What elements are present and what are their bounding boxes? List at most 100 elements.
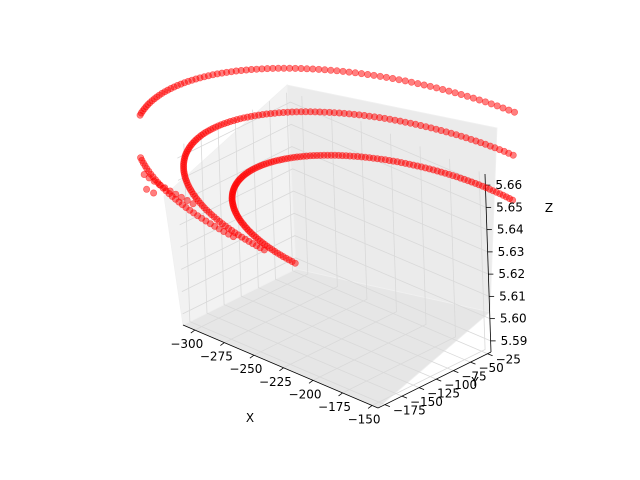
- scatter-point: [303, 65, 311, 73]
- x-tick-mark: [367, 405, 373, 409]
- y-tick-label: −25: [496, 353, 521, 367]
- z-tick-label: 5.62: [498, 267, 525, 281]
- scatter-point: [315, 65, 323, 73]
- scatter-point: [143, 185, 151, 193]
- scatter-point: [291, 64, 299, 72]
- scatter-point: [382, 73, 390, 81]
- scatter-point: [376, 72, 384, 80]
- scatter-point: [345, 68, 353, 76]
- scatter-point: [509, 196, 517, 204]
- x-gridline: [283, 133, 397, 369]
- axes: [182, 173, 496, 409]
- x-gridline: [342, 158, 456, 394]
- scatter-point: [487, 100, 495, 108]
- x-axis-line: [182, 324, 379, 409]
- z-gridline: [177, 123, 487, 208]
- z-tick-label: 5.63: [498, 245, 525, 259]
- scatter-point: [499, 104, 507, 112]
- scatter-point: [469, 94, 477, 102]
- scatter-point: [432, 84, 440, 92]
- scatter-point: [414, 80, 422, 88]
- x-tick-label: −225: [259, 375, 292, 389]
- x-tick-label: −275: [200, 350, 233, 364]
- x-tick-label: −250: [229, 362, 262, 376]
- x-axis-label: X: [246, 411, 254, 425]
- y-axis-line: [377, 351, 492, 409]
- scatter-point: [426, 82, 434, 90]
- y-tick-label: −100: [444, 378, 477, 392]
- y-gridline: [200, 135, 403, 397]
- scatter-point: [309, 65, 317, 73]
- scatter-point: [509, 151, 517, 159]
- x-tick-mark: [220, 342, 225, 346]
- z-tick-label: 5.66: [495, 178, 522, 192]
- y-gridline: [217, 126, 420, 389]
- scatter-point: [297, 65, 305, 73]
- y-axis-label: Y: [470, 375, 479, 389]
- y-tick-mark: [436, 378, 442, 382]
- scatter-point: [351, 69, 359, 77]
- scatter-point: [445, 87, 453, 95]
- z-gridline: [179, 168, 488, 253]
- y-tick-label: −175: [393, 404, 426, 418]
- scatter-point: [510, 108, 518, 116]
- y-tick-label: −150: [410, 395, 443, 409]
- scatter-point: [370, 71, 378, 79]
- scatter-point: [493, 102, 501, 110]
- scatter-point: [327, 66, 335, 74]
- scatter-point: [481, 98, 489, 106]
- x-tick-label: −150: [348, 412, 381, 426]
- z-axis-label: Z: [545, 201, 553, 215]
- x-tick-label: −175: [318, 400, 351, 414]
- scatter-point: [137, 154, 145, 162]
- y-gridline: [286, 92, 488, 355]
- y-tick-label: −75: [461, 370, 486, 384]
- z-gridline: [181, 235, 491, 319]
- scatter-point: [333, 67, 341, 75]
- y-tick-mark: [401, 395, 408, 399]
- y-tick-mark: [418, 387, 425, 391]
- tick-labels: −300−275−250−225−200−175−150−175−150−125…: [170, 178, 527, 426]
- scatter-point: [395, 76, 403, 84]
- x-gridline: [312, 146, 427, 381]
- scatter-point: [183, 197, 191, 205]
- z-tick-label: 5.64: [497, 223, 524, 237]
- scatter-point: [364, 71, 372, 79]
- z-tick-label: 5.61: [499, 289, 526, 303]
- y-tick-mark: [470, 361, 476, 365]
- x-tick-mark: [249, 354, 255, 359]
- scatter-point: [457, 91, 465, 99]
- x-tick-label: −200: [289, 387, 322, 401]
- y-tick-label: −125: [427, 387, 460, 401]
- y-tick-mark: [487, 353, 493, 357]
- scatter-point: [150, 189, 158, 197]
- scatter-point: [463, 92, 471, 100]
- x-gridline: [224, 108, 338, 343]
- x-gridline: [371, 171, 486, 406]
- scatter-point: [401, 77, 409, 85]
- z-tick-label: 5.65: [496, 200, 523, 214]
- scatter-point: [407, 78, 415, 86]
- scatter-point: [439, 86, 447, 94]
- x-tick-mark: [279, 367, 284, 372]
- scatter-point: [357, 70, 365, 78]
- scatter-point: [339, 67, 347, 75]
- x-tick-label: −300: [170, 337, 203, 351]
- y-tick-mark: [384, 404, 390, 407]
- z-tick-label: 5.60: [500, 312, 527, 326]
- x-tick-mark: [308, 380, 314, 384]
- y-tick-label: −50: [478, 361, 503, 375]
- z-axis-line: [484, 173, 492, 353]
- x-tick-mark: [338, 392, 343, 397]
- x-gridline: [253, 121, 368, 356]
- scatter-point: [420, 81, 428, 89]
- scatter-points: [136, 64, 518, 267]
- scatter-point: [389, 75, 397, 83]
- z-gridline: [177, 101, 486, 186]
- z-gridline: [178, 146, 488, 230]
- y-tick-mark: [453, 370, 459, 374]
- z-gridline: [182, 257, 491, 342]
- z-gridline: [180, 212, 490, 297]
- z-tick-label: 5.59: [501, 334, 528, 348]
